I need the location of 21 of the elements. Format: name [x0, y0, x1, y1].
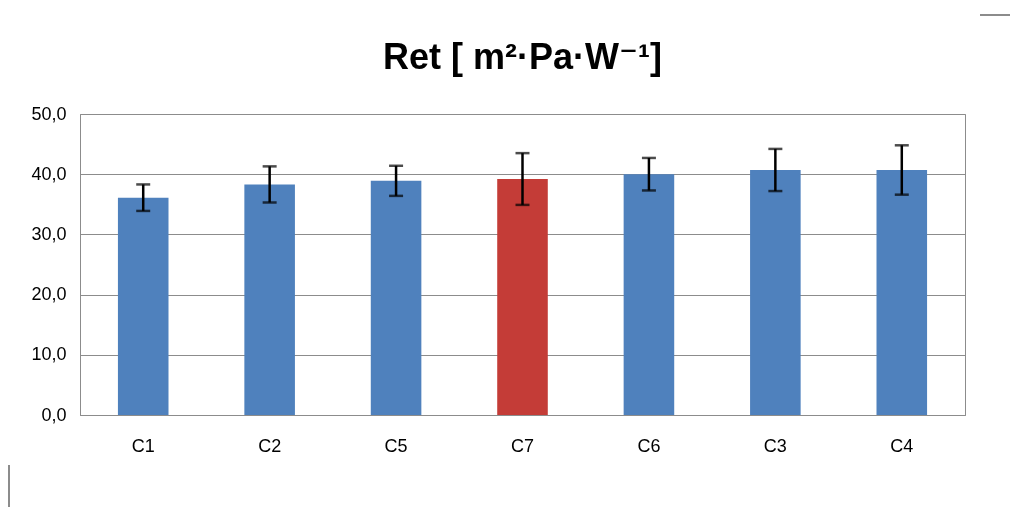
- x-tick-label: C2: [258, 435, 282, 456]
- bar: [623, 174, 675, 415]
- x-tick-label: C3: [763, 435, 787, 456]
- x-tick-label: C7: [510, 435, 535, 456]
- bar: [750, 169, 801, 415]
- bar: [370, 180, 422, 415]
- x-tick-label: C6: [637, 435, 661, 456]
- x-tick-label: C4: [890, 435, 914, 456]
- x-tick-label: C1: [131, 435, 155, 456]
- bar: [876, 169, 928, 415]
- y-tick-label: 40,0: [31, 163, 67, 184]
- y-tick-label: 50,0: [31, 103, 67, 124]
- bar: [117, 197, 169, 415]
- y-tick-label: 30,0: [31, 223, 67, 244]
- y-tick-label: 20,0: [31, 284, 67, 305]
- y-tick-label: 10,0: [31, 344, 67, 365]
- chart-title: Ret [ m²·Pa·W⁻¹]: [383, 36, 662, 77]
- x-tick-label: C5: [384, 435, 408, 456]
- y-tick-label: 0,0: [41, 404, 67, 425]
- bar: [244, 184, 295, 415]
- bar: [497, 179, 548, 415]
